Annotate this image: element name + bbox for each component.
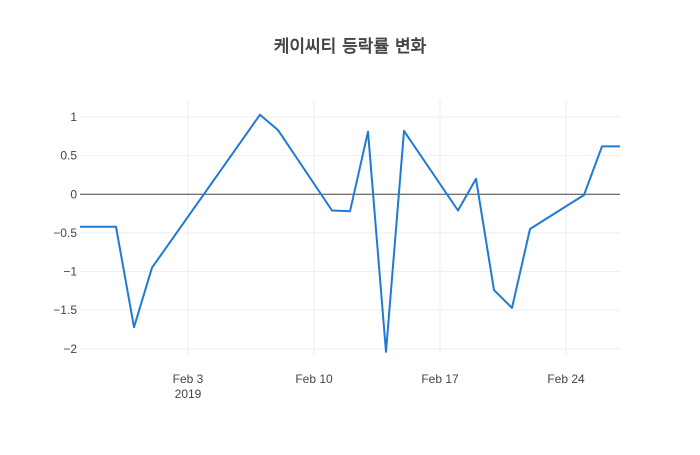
series-line	[80, 113, 620, 353]
x-tick-sublabel: 2019	[175, 387, 202, 401]
x-tick-label: Feb 10	[295, 372, 333, 386]
y-tick-label: −1	[63, 265, 77, 279]
y-tick-label: 0.5	[60, 149, 77, 163]
x-tick-label: Feb 3	[173, 372, 204, 386]
y-tick-label: −2	[63, 342, 77, 356]
chart-title: 케이씨티 등락률 변화	[273, 37, 427, 57]
y-tick-label: 1	[70, 110, 77, 124]
y-tick-label: 0	[70, 187, 77, 201]
y-tick-label: −0.5	[53, 226, 77, 240]
y-tick-label: −1.5	[53, 303, 77, 317]
x-tick-label: Feb 17	[421, 372, 459, 386]
x-tick-label: Feb 24	[547, 372, 585, 386]
